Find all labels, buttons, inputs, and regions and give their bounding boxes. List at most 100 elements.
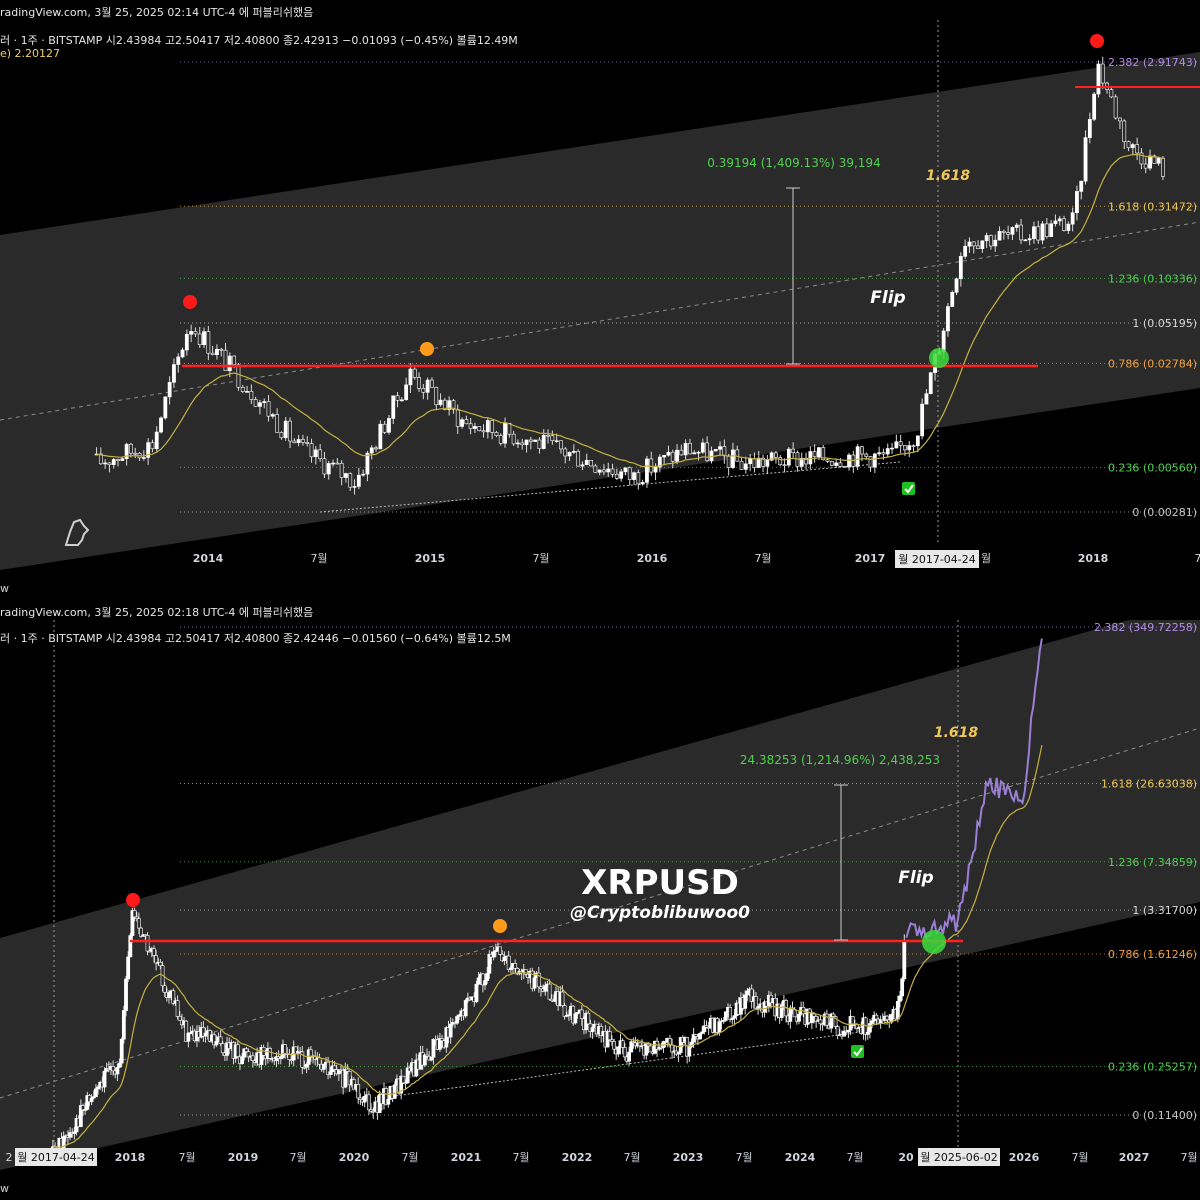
candle-body	[860, 446, 864, 455]
top-chart-panel[interactable]: 0.39194 (1,409.13%) 39,194 1.618 Flip 2.…	[0, 0, 1200, 570]
candle-body	[345, 1068, 350, 1072]
candle-body	[502, 956, 507, 962]
candle-body	[619, 471, 624, 479]
candle-body	[726, 455, 731, 468]
bottom-chart-panel[interactable]: 24.38253 (1,214.96%) 2,438,253 1.618 Fli…	[0, 600, 1200, 1170]
candle-body	[885, 448, 890, 455]
candle-body	[220, 1043, 225, 1054]
candle-body	[640, 482, 645, 485]
candle-body	[508, 967, 513, 970]
candle-body	[730, 1017, 735, 1020]
candle-body	[791, 448, 796, 454]
candle-body	[732, 1015, 737, 1019]
candle-body	[881, 452, 886, 455]
candle-body	[980, 240, 985, 249]
candle-body	[721, 1020, 726, 1022]
candle-body	[743, 994, 748, 1009]
candle-body	[524, 439, 529, 446]
candle-body	[296, 439, 301, 444]
fib-label-6: 0 (0.11400)	[1132, 1109, 1197, 1122]
candle-body	[158, 961, 163, 967]
fib-label-3: 1 (3.31700)	[1132, 904, 1197, 917]
candle-body	[240, 386, 245, 392]
candle-body	[920, 403, 925, 437]
candle-body	[442, 399, 447, 410]
candle-body	[829, 1013, 834, 1029]
candle-body	[1066, 223, 1071, 231]
bottom-tick-2026: 2026	[1009, 1151, 1040, 1164]
candle-body	[365, 452, 370, 475]
candle-body	[403, 1082, 408, 1085]
candle-body	[175, 1000, 180, 1017]
candle-body	[941, 330, 946, 352]
bottom-chart-canvas[interactable]: 24.38253 (1,214.96%) 2,438,253 1.618 Fli…	[0, 600, 1200, 1170]
bottom-tick-2021: 2021	[451, 1151, 482, 1164]
candle-body	[997, 230, 1002, 241]
candle-body	[460, 419, 464, 427]
candle-body	[145, 935, 150, 952]
chart-author: @Cryptoblibuwoo0	[570, 903, 750, 923]
candle-body	[537, 439, 542, 449]
candle-body	[434, 387, 439, 406]
candle-body	[382, 423, 387, 433]
candle-body	[240, 1056, 244, 1065]
candle-body	[134, 916, 139, 919]
candle-body	[575, 1012, 580, 1015]
bottom-tick-2023: 2023	[673, 1151, 704, 1164]
candle-body	[676, 1052, 681, 1055]
candle-body	[546, 434, 550, 437]
candle-body	[928, 372, 933, 395]
top-channel-midline	[0, 221, 1200, 421]
candle-body	[704, 1025, 709, 1028]
candle-body	[1130, 144, 1135, 149]
candle-body	[425, 379, 430, 393]
candle-body	[756, 1006, 760, 1009]
candle-body	[586, 1012, 591, 1025]
top-channel-band	[0, 52, 1200, 570]
candle-body	[270, 414, 275, 417]
candle-body	[1044, 223, 1049, 237]
candle-body	[362, 1096, 367, 1103]
candle-body	[335, 462, 340, 465]
bottom-fib-target-label: 1.618	[934, 725, 979, 741]
candle-body	[698, 1033, 702, 1040]
candle-body	[646, 1043, 651, 1047]
candle-body	[203, 1032, 208, 1037]
candle-body	[761, 457, 765, 467]
bottom-tick-2020: 2020	[339, 1151, 370, 1164]
candle-body	[348, 473, 353, 488]
candle-body	[898, 995, 902, 1002]
candle-body	[895, 1001, 900, 1020]
candle-body	[662, 454, 667, 458]
top-ma-line: e) 2.20127	[0, 47, 61, 60]
candle-body	[421, 388, 426, 393]
candle-body	[847, 454, 851, 468]
candle-body	[130, 910, 135, 936]
candle-body	[797, 1013, 801, 1022]
top-chart-canvas[interactable]: 0.39194 (1,409.13%) 39,194 1.618 Flip 2.…	[0, 0, 1200, 570]
candle-body	[126, 956, 131, 980]
candle-body	[124, 443, 129, 460]
candle-body	[597, 469, 602, 473]
bottom-measure-label: 24.38253 (1,214.96%) 2,438,253	[740, 753, 940, 767]
bottom-check-badge	[851, 1045, 864, 1058]
top-tick-jul-2015: 7월	[532, 552, 549, 565]
candle-body	[748, 458, 753, 465]
candle-body	[1053, 220, 1058, 225]
candle-body	[623, 467, 628, 473]
candle-body	[167, 381, 172, 398]
candle-body	[154, 955, 158, 964]
fib-label-1: 1.618 (26.63038)	[1101, 778, 1197, 791]
candle-body	[867, 1023, 872, 1033]
candle-body	[236, 364, 241, 388]
candle-body	[678, 1037, 683, 1053]
candle-body	[1139, 152, 1144, 165]
candle-body	[1148, 155, 1152, 169]
top-tick-2018: 2018	[1078, 552, 1109, 565]
candle-body	[422, 1054, 427, 1066]
candle-body	[322, 458, 327, 475]
candle-body	[250, 1055, 255, 1061]
candle-body	[511, 433, 516, 445]
top-support-trendline	[319, 461, 901, 513]
candle-body	[167, 992, 171, 998]
